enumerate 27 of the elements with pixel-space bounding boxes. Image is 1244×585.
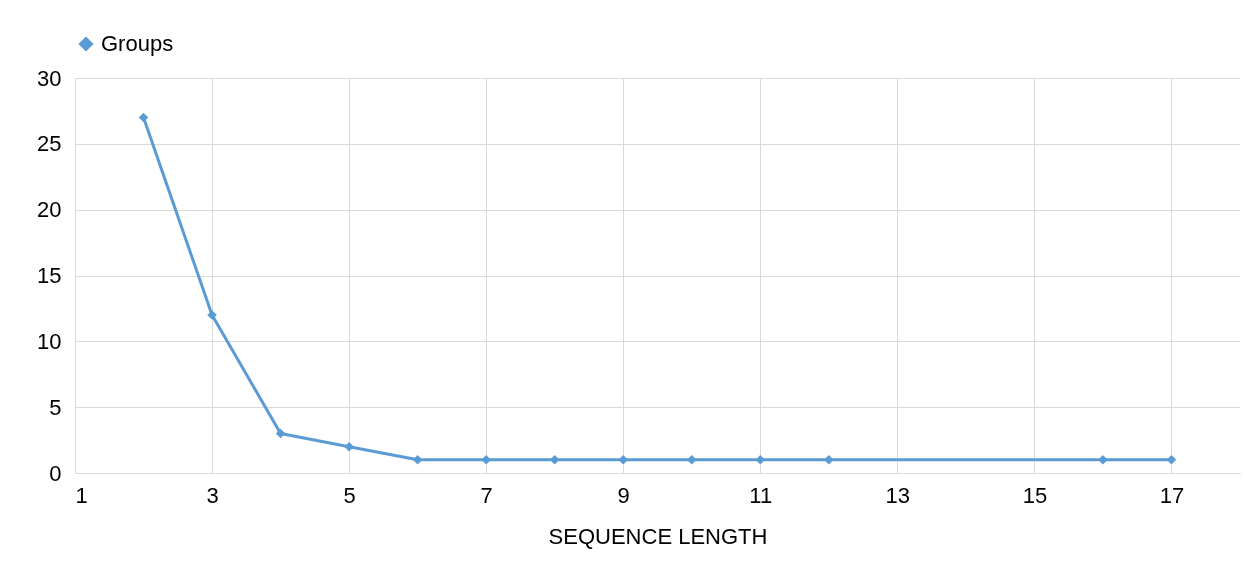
x-tick-label: 3 <box>206 482 219 508</box>
point <box>687 455 697 465</box>
point <box>275 428 286 439</box>
x-tick-label: 17 <box>1159 482 1185 508</box>
x-tick-label: 15 <box>1022 482 1048 508</box>
x-tick-label: 1 <box>75 482 88 508</box>
point <box>824 455 834 465</box>
x-axis-title: SEQUENCE LENGTH <box>548 523 768 549</box>
point <box>481 455 491 465</box>
x-tick-label: 5 <box>343 482 356 508</box>
y-tick-label: 15 <box>37 263 62 288</box>
legend-label: Groups <box>101 31 174 56</box>
point <box>138 112 149 123</box>
x-tick-label: 9 <box>617 482 630 508</box>
y-tick-label: 10 <box>37 328 62 354</box>
y-tick-label: 5 <box>49 394 62 420</box>
x-tick-label: 7 <box>480 482 493 508</box>
point <box>412 455 423 465</box>
point <box>344 441 354 452</box>
point <box>1166 455 1177 465</box>
point <box>618 455 628 465</box>
y-tick-label: 25 <box>37 131 62 157</box>
y-tick-label: 20 <box>37 197 62 223</box>
y-tick-label: 30 <box>37 65 62 91</box>
x-tick-label: 13 <box>885 482 911 508</box>
x-tick-label: 11 <box>749 482 773 508</box>
y-tick-label: 0 <box>49 460 62 486</box>
